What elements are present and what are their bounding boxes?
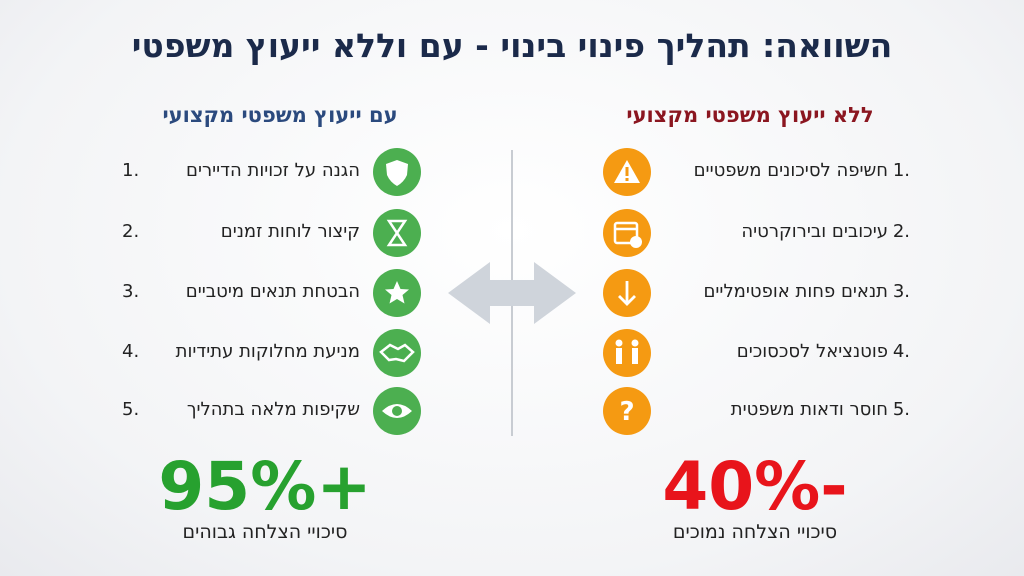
star-icon (385, 281, 409, 304)
item-number: 1. (892, 160, 910, 181)
item-number: 4. (122, 341, 140, 362)
hourglass-icon (386, 219, 408, 247)
item-text: הגנה על זכויות הדיירים (186, 160, 360, 181)
with-stat-label: סיכויי הצלחה גבוהים (182, 521, 348, 543)
item-number: 2. (892, 221, 910, 242)
item-text: תנאים פחות אופטימליים (703, 281, 888, 302)
handshake-icon (379, 343, 415, 363)
item-text: פוטנציאל לסכסוכים (736, 341, 888, 362)
shield-icon (386, 160, 408, 186)
item-number: 2. (122, 221, 140, 242)
warning-icon (614, 160, 640, 183)
item-text: שקיפות מלאה בתהליך (186, 399, 360, 420)
eye-icon (382, 404, 412, 418)
people-icon (615, 339, 639, 364)
double-arrow (448, 262, 576, 324)
question-icon: ? (619, 397, 634, 427)
item-text: חוסר ודאות משפטית (730, 399, 888, 420)
item-text: הבטחת תנאים מיטביים (185, 281, 360, 302)
orange-icons (603, 148, 651, 435)
title: השוואה: תהליך פינוי בינוי - עם וללא ייעו… (131, 26, 893, 65)
with-heading: עם ייעוץ משפטי מקצועי (162, 103, 398, 127)
item-text: קיצור לוחות זמנים (220, 221, 360, 242)
item-number: 3. (122, 281, 140, 302)
with-stat: 95%+ (158, 448, 372, 525)
item-text: מניעת מחלוקות עתידיות (175, 341, 360, 362)
item-number: 1. (122, 160, 140, 181)
without-stat-label: סיכויי הצלחה נמוכים (672, 521, 838, 543)
down-arrow-icon (618, 281, 636, 306)
item-text: חשיפה לסיכונים משפטיים (693, 160, 888, 181)
item-number: 5. (122, 399, 140, 420)
without-stat: 40%- (662, 448, 848, 525)
item-text: עיכובים ובירוקרטיה (741, 221, 888, 242)
item-number: 4. (892, 341, 910, 362)
item-number: 5. (892, 399, 910, 420)
calendar-icon (613, 221, 642, 248)
item-number: 3. (892, 281, 910, 302)
without-heading: ללא ייעוץ משפטי מקצועי (626, 103, 874, 127)
